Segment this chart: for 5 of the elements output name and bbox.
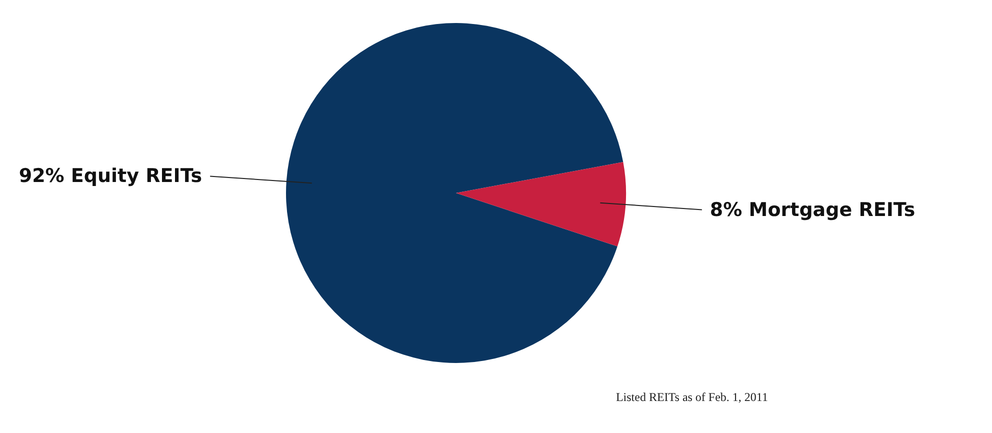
slice-label: 92% Equity REITs <box>18 165 202 188</box>
slice-label: 8% Mortgage REITs <box>710 198 916 221</box>
pie-slice <box>286 23 624 363</box>
text: Listed REITs as of Feb. 1, 2011 <box>614 390 768 405</box>
pie-slice <box>456 162 626 246</box>
